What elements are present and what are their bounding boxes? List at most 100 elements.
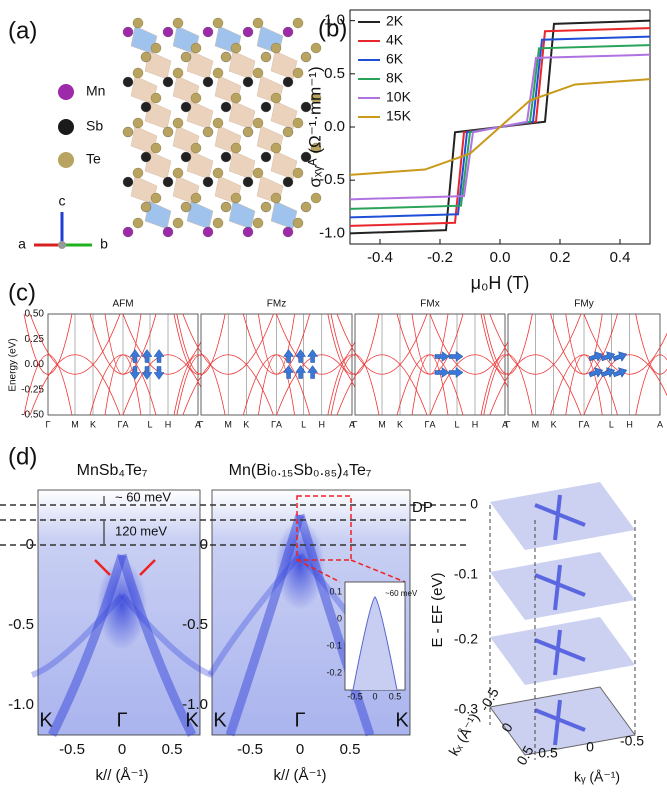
stack-tick: -0.1 (454, 566, 478, 582)
kspace-feature (534, 494, 586, 541)
atom (140, 51, 152, 63)
band (635, 313, 667, 375)
octahedron (270, 50, 298, 80)
atom (252, 167, 264, 179)
atom (172, 217, 184, 229)
band (23, 313, 73, 375)
arpes-spot (97, 560, 147, 650)
axis-origin (58, 241, 66, 249)
panel-title: AFM (112, 299, 133, 310)
y-tick-label: -0.5 (8, 616, 34, 633)
panel-title: FMz (267, 299, 286, 310)
atom (150, 192, 162, 204)
atom (180, 51, 192, 63)
spin-arrow (295, 349, 307, 363)
k-label: L (301, 419, 306, 429)
spin-icons (588, 351, 628, 378)
k-label: Γ (116, 709, 127, 731)
band (29, 313, 121, 375)
band (396, 313, 464, 375)
gap-label: ~ 60 meV (115, 489, 171, 504)
band (583, 313, 667, 375)
inset-curve (352, 596, 398, 691)
atom (132, 117, 144, 129)
dp-label: DP (412, 499, 433, 516)
atom (282, 76, 294, 88)
y-tick-label: -1.0 (8, 696, 34, 713)
y-tick-label: -1.0 (182, 696, 208, 713)
k-label: K (397, 419, 403, 429)
band (489, 313, 582, 375)
stack-axis-title: kₓ (Å⁻¹) (445, 710, 482, 758)
band (550, 313, 618, 375)
atom (252, 67, 264, 79)
atom (230, 42, 242, 54)
band (330, 313, 380, 375)
spin-arrow (283, 365, 295, 379)
spin-arrow (612, 351, 628, 362)
legend-atom (58, 119, 74, 135)
stack-axis-title: kᵧ (Å⁻¹) (574, 769, 620, 785)
legend-label: Mn (86, 83, 105, 99)
band (89, 354, 157, 416)
stack-tick: -0.2 (454, 631, 478, 647)
x-tick-label: 0.4 (610, 249, 631, 266)
kspace-feature (534, 699, 586, 746)
atom (242, 76, 254, 88)
atom (292, 67, 304, 79)
k-label: K (213, 709, 227, 731)
stack-tick: -0.3 (454, 701, 478, 717)
k-label: A (502, 419, 508, 429)
band (483, 313, 533, 375)
spin-arrow (153, 349, 165, 363)
band (182, 354, 274, 416)
atom (310, 192, 322, 204)
atom (220, 151, 232, 163)
panel-title: FMy (574, 299, 593, 310)
panel-label: (a) (8, 17, 37, 44)
legend-label: 10K (386, 89, 412, 105)
k-label: H (626, 419, 633, 429)
spin-arrow (141, 366, 153, 380)
legend-label: 6K (386, 51, 404, 67)
k-label: Γ (199, 419, 204, 429)
spin-arrow (307, 365, 319, 379)
atom (202, 26, 214, 38)
y-tick-label: 0.00 (25, 359, 45, 370)
inset-tick: 0 (337, 613, 342, 623)
spin-arrow (434, 351, 450, 362)
y-tick-label: 0 (26, 536, 34, 553)
k-label: L (609, 419, 614, 429)
octahedron (186, 100, 214, 130)
atom (172, 67, 184, 79)
atom (140, 151, 152, 163)
atom (242, 176, 254, 188)
band (635, 354, 667, 416)
band (583, 354, 667, 416)
octahedron (186, 50, 214, 80)
octahedron (270, 200, 298, 230)
spin-arrow (588, 367, 604, 378)
band (483, 354, 533, 416)
band (330, 354, 380, 416)
atom (180, 201, 192, 213)
arpes-spot (275, 520, 325, 610)
stack-tick: -0.5 (620, 733, 644, 749)
legend-label: 8K (386, 70, 404, 86)
octahedron (186, 200, 214, 230)
atom (220, 201, 232, 213)
spin-arrow (129, 366, 141, 380)
atom (282, 176, 294, 188)
y-axis-title: Energy (eV) (8, 338, 19, 391)
x-axis-title: k// (Å⁻¹) (274, 767, 327, 784)
k-label: ΓA (425, 419, 436, 429)
zoom-line (350, 559, 406, 583)
x-tick-label: -0.2 (427, 249, 453, 266)
spin-arrow (600, 351, 616, 362)
atom (212, 217, 224, 229)
spin-arrow (600, 367, 616, 378)
axis-label: c (59, 193, 66, 209)
spin-icons (129, 349, 165, 380)
atom (282, 26, 294, 38)
atom (162, 226, 174, 238)
